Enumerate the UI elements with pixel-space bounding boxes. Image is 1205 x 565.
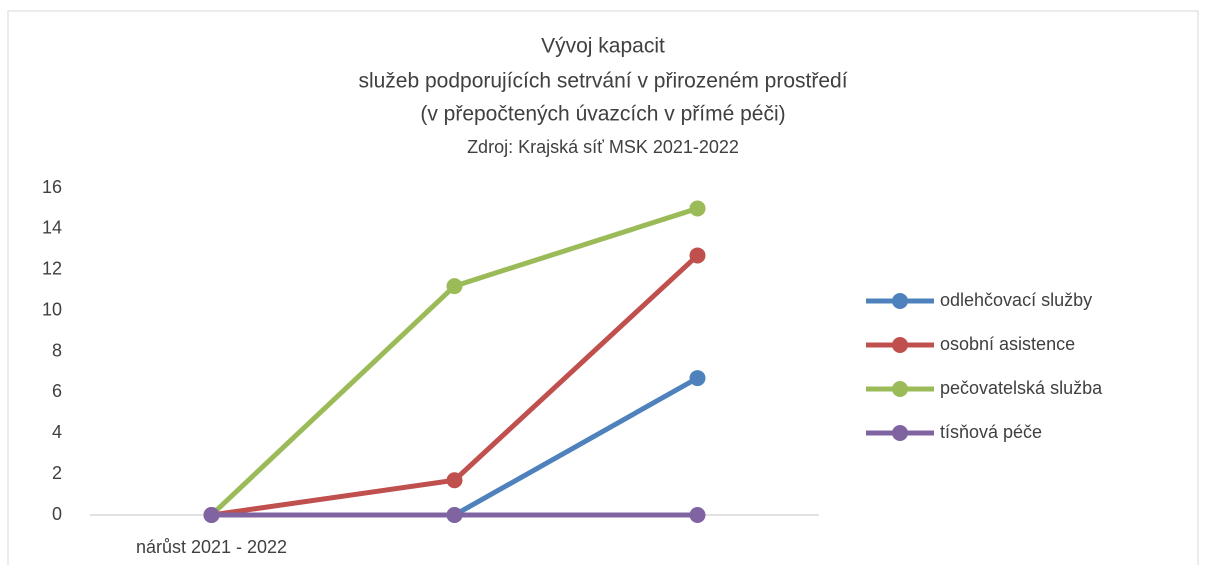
legend-marker <box>892 381 908 397</box>
legend-marker <box>892 425 908 441</box>
chart-frame <box>7 10 1199 565</box>
legend-label: pečovatelská služba <box>940 378 1103 398</box>
chart-subtitle: služeb podporujících setrvání v přirozen… <box>358 70 847 93</box>
point <box>689 200 706 217</box>
legend-label: osobní asistence <box>940 334 1075 354</box>
legend-marker <box>892 293 908 309</box>
point <box>689 370 706 387</box>
chart-subtitle: (v přepočtených úvazcích v přímé péči) <box>420 103 785 126</box>
series-line <box>209 206 699 517</box>
y-tick-label: 6 <box>52 381 62 401</box>
x-tick-label: nárůst 2021 - 2022 <box>136 537 287 557</box>
point <box>689 507 706 523</box>
legend-label: tísňová péče <box>940 422 1042 442</box>
chart-subtitle: Zdroj: Krajská síť MSK 2021-2022 <box>467 137 739 157</box>
y-tick-label: 8 <box>52 340 62 360</box>
point <box>446 472 463 489</box>
y-tick-label: 16 <box>42 177 62 197</box>
legend-label: odlehčovací služby <box>940 290 1092 310</box>
chart-title: Vývoj kapacit <box>541 35 665 58</box>
y-tick-label: 2 <box>52 463 62 483</box>
point <box>446 507 463 523</box>
y-tick-label: 10 <box>42 299 62 319</box>
point <box>446 278 463 295</box>
y-tick-label: 12 <box>42 259 62 279</box>
y-tick-label: 4 <box>52 422 62 442</box>
legend-marker <box>892 337 908 353</box>
y-tick-label: 0 <box>52 504 62 524</box>
point <box>203 507 220 523</box>
point <box>689 247 706 264</box>
y-tick-label: 14 <box>42 218 62 238</box>
